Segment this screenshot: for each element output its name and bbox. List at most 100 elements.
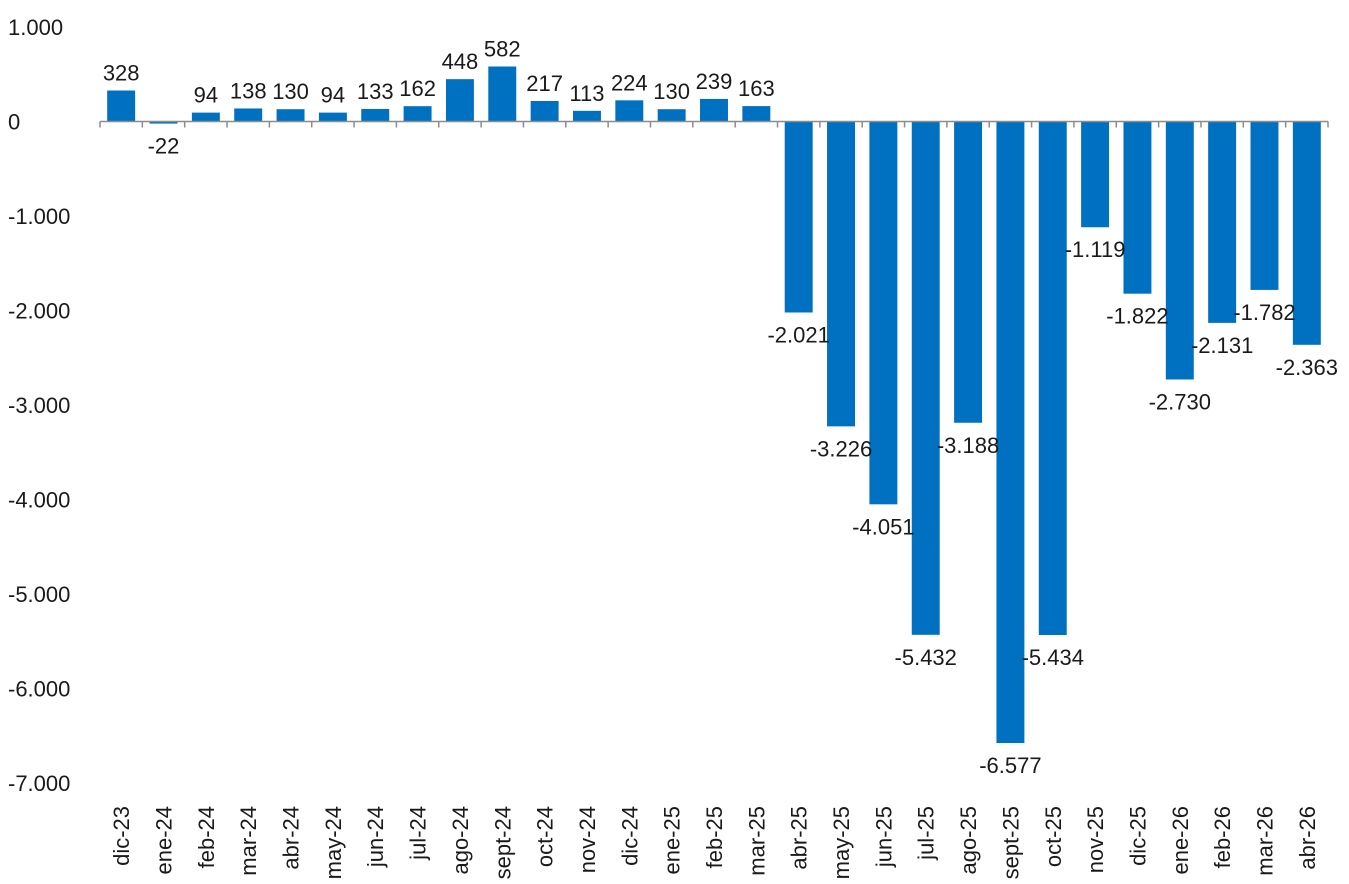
category-label: jun-24 (363, 806, 388, 868)
data-label: 217 (526, 71, 563, 96)
category-labels-group: dic-23 ene-24 feb-24 mar-24 abr-24 may-24 jun-… (109, 806, 1320, 879)
category-label: ene-26 (1168, 806, 1193, 875)
category-label: ene-25 (660, 806, 685, 875)
category-label: nov-24 (575, 806, 600, 873)
bar (1250, 121, 1279, 290)
bar (318, 112, 347, 122)
category-label: sept-25 (998, 806, 1023, 879)
y-tick-label: -1.000 (8, 204, 70, 229)
category-label: mar-24 (236, 806, 261, 876)
data-label: 94 (321, 83, 345, 108)
bar (657, 109, 686, 122)
data-label: 448 (442, 49, 479, 74)
category-label: ago-24 (448, 806, 473, 875)
data-label: 163 (738, 76, 775, 101)
category-label: dic-23 (109, 806, 134, 866)
data-label: -2.363 (1276, 355, 1338, 380)
bar (191, 112, 220, 122)
category-label: nov-25 (1083, 806, 1108, 873)
data-label: -2.021 (767, 322, 829, 347)
bar (954, 121, 983, 423)
data-label: -5.432 (895, 645, 957, 670)
y-tick-label: -5.000 (8, 582, 70, 607)
category-label: oct-24 (533, 806, 558, 867)
category-label: feb-26 (1210, 806, 1235, 868)
data-label: 138 (230, 78, 267, 103)
data-label: -3.188 (937, 433, 999, 458)
bar (784, 121, 813, 313)
bar (234, 108, 263, 122)
data-label: 94 (194, 83, 218, 108)
category-label: feb-24 (194, 806, 219, 868)
category-label: dic-25 (1125, 806, 1150, 866)
bar (445, 79, 474, 122)
data-label: -1.782 (1233, 300, 1295, 325)
bar (276, 109, 305, 122)
data-label: 113 (569, 81, 604, 106)
category-label: jul-24 (406, 806, 431, 861)
data-label: -2.131 (1191, 333, 1253, 358)
data-label: 130 (653, 79, 690, 104)
category-label: sept-24 (490, 806, 515, 879)
bar (996, 121, 1025, 744)
bar (1038, 121, 1067, 636)
data-label: -5.434 (1022, 645, 1084, 670)
bar (530, 100, 559, 122)
data-label: -6.577 (979, 753, 1041, 778)
bar (361, 108, 390, 122)
data-label: 133 (357, 79, 394, 104)
y-tick-label: -6.000 (8, 677, 70, 702)
bars-group (107, 66, 1321, 744)
bar (403, 106, 432, 122)
bar (572, 110, 601, 122)
y-tick-label: -3.000 (8, 393, 70, 418)
y-tick-label: -7.000 (8, 771, 70, 796)
data-label: -1.822 (1106, 304, 1168, 329)
data-label: 130 (272, 79, 309, 104)
bar (149, 121, 178, 124)
category-label: may-24 (321, 806, 346, 879)
data-label: -22 (148, 134, 180, 159)
bar (911, 121, 940, 635)
data-label: -1.119 (1065, 237, 1126, 262)
category-label: jul-25 (914, 806, 939, 861)
data-label: 162 (399, 76, 436, 101)
data-label: -2.730 (1149, 389, 1211, 414)
bar (107, 90, 136, 122)
data-label: -4.051 (852, 514, 914, 539)
data-label: 582 (484, 37, 521, 62)
y-tick-label: 1.000 (8, 15, 63, 40)
bar (700, 98, 728, 122)
category-label: jun-25 (871, 806, 896, 868)
bar (742, 106, 771, 122)
y-tick-label: -4.000 (8, 488, 70, 513)
bar (1081, 121, 1110, 228)
bar (869, 121, 898, 505)
category-label: dic-24 (617, 806, 642, 866)
category-label: abr-24 (279, 806, 304, 870)
category-label: ago-25 (956, 806, 981, 875)
category-label: feb-25 (702, 806, 727, 868)
data-label: 224 (611, 70, 648, 95)
y-tick-label: 0 (8, 110, 20, 135)
category-label: mar-25 (744, 806, 769, 876)
category-label: ene-24 (152, 806, 177, 875)
category-label: abr-26 (1295, 806, 1320, 870)
bar (1165, 121, 1194, 380)
category-label: oct-25 (1041, 806, 1066, 867)
bar (1292, 121, 1321, 345)
bar (827, 121, 856, 427)
data-label: 328 (103, 61, 140, 86)
category-label: abr-25 (787, 806, 812, 870)
category-label: mar-26 (1252, 806, 1277, 876)
y-tick-label: -2.000 (8, 299, 70, 324)
bar (1208, 121, 1237, 323)
bar (1123, 121, 1152, 294)
bar (488, 66, 517, 122)
bar (615, 100, 644, 122)
x-axis (99, 120, 1329, 128)
category-label: may-25 (829, 806, 854, 879)
data-label: 239 (696, 69, 733, 94)
